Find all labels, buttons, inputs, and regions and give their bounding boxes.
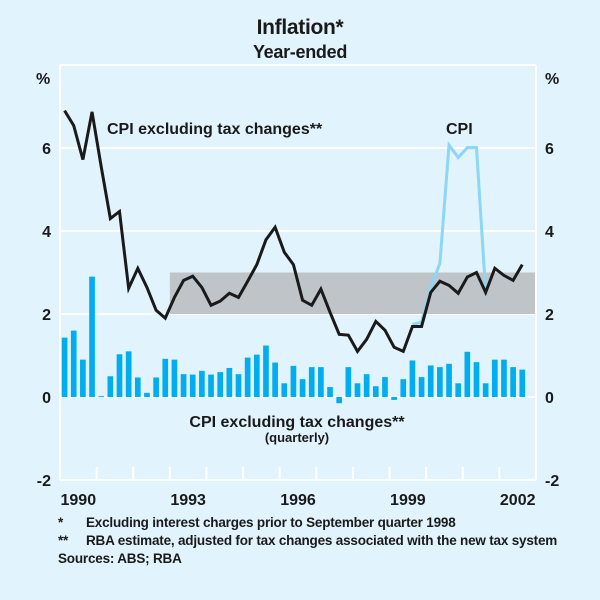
- annotation-cpi-ex-tax: CPI excluding tax changes**: [107, 121, 323, 138]
- bar: [226, 367, 233, 397]
- x-tick-label: 1999: [390, 492, 426, 509]
- chart-title: Inflation*: [256, 16, 344, 39]
- bar: [281, 383, 288, 397]
- footnote-1-mark: *: [58, 515, 64, 530]
- bar: [464, 351, 471, 397]
- y-tick-label-left: -2: [37, 473, 51, 490]
- bar: [217, 372, 224, 397]
- y-tick-label-right: 4: [545, 224, 554, 241]
- bar: [473, 362, 480, 397]
- x-tick-label: 1990: [61, 492, 97, 509]
- bar: [409, 360, 416, 397]
- bar: [437, 367, 443, 397]
- bar: [125, 351, 132, 397]
- bar: [144, 392, 150, 397]
- bar: [98, 396, 105, 398]
- bar: [80, 359, 86, 397]
- y-tick-label-right: 0: [545, 390, 554, 407]
- footnote-1: * Excluding interest charges prior to Se…: [58, 514, 578, 532]
- line-cpi-ex-tax: [63, 109, 524, 355]
- bar: [354, 383, 361, 397]
- footnote-2-mark: **: [58, 533, 69, 548]
- bar: [482, 383, 489, 397]
- bar: [89, 276, 95, 397]
- line-series: [63, 109, 524, 355]
- annotation-cpi: CPI: [446, 121, 473, 138]
- bar: [336, 397, 343, 404]
- annotation-cpi-ex-tax-quarterly: CPI excluding tax changes**: [189, 414, 405, 431]
- axes: [59, 64, 537, 481]
- x-tick-label: 1993: [170, 492, 206, 509]
- footnotes: * Excluding interest charges prior to Se…: [58, 514, 578, 568]
- bar: [134, 377, 141, 397]
- bar: [244, 357, 251, 397]
- bar: [400, 379, 407, 397]
- chart-subtitle: Year-ended: [252, 42, 348, 62]
- axis-labels: -2 -2 0 0 2 2 4 4 6 6% % 1990 1993 1996 1999 2002: [36, 71, 559, 509]
- bar: [180, 374, 187, 397]
- bar: [153, 377, 159, 397]
- bar: [189, 374, 196, 397]
- bar: [391, 397, 397, 400]
- bar: [491, 359, 498, 397]
- bar: [70, 330, 77, 397]
- bar: [171, 359, 178, 397]
- y-unit-right: %: [545, 71, 559, 88]
- bar: [116, 354, 123, 397]
- y-tick-label-left: 6: [42, 141, 51, 158]
- bar: [446, 363, 452, 397]
- bar: [290, 365, 297, 397]
- bar: [327, 387, 333, 397]
- bar: [308, 367, 315, 397]
- y-unit-left: %: [36, 71, 50, 88]
- bar: [272, 362, 278, 397]
- y-tick-label-right: -2: [545, 473, 559, 490]
- bar: [162, 358, 169, 397]
- footnote-2: ** RBA estimate, adjusted for tax change…: [58, 532, 578, 550]
- bar: [418, 377, 425, 397]
- y-tick-label-left: 2: [42, 307, 51, 324]
- bar: [455, 383, 462, 397]
- y-tick-label-right: 2: [545, 307, 554, 324]
- y-tick-label-left: 4: [42, 224, 51, 241]
- bar: [519, 369, 526, 397]
- y-tick-label-right: 6: [545, 141, 554, 158]
- bar: [253, 354, 260, 397]
- bar: [363, 374, 370, 397]
- bar: [199, 370, 205, 397]
- bar: [510, 367, 516, 397]
- bar: [263, 345, 269, 397]
- bar: [372, 386, 379, 397]
- bar: [345, 367, 352, 397]
- annotation-quarterly: (quarterly): [265, 430, 329, 445]
- y-tick-label-left: 0: [42, 390, 51, 407]
- x-tick-label: 1996: [280, 492, 316, 509]
- bar: [235, 374, 242, 397]
- bar: [382, 377, 388, 397]
- sources: Sources: ABS; RBA: [58, 551, 182, 566]
- bar: [107, 376, 114, 397]
- bar: [61, 337, 68, 397]
- bar: [318, 367, 324, 397]
- footnote-2-text: RBA estimate, adjusted for tax changes a…: [86, 533, 558, 548]
- footnote-1-text: Excluding interest charges prior to Sept…: [86, 515, 456, 530]
- bar: [501, 359, 507, 397]
- x-tick-label: 2002: [500, 492, 536, 509]
- bar: [299, 379, 306, 397]
- bar-series: [61, 276, 526, 404]
- bar: [208, 374, 214, 397]
- bar: [427, 365, 434, 397]
